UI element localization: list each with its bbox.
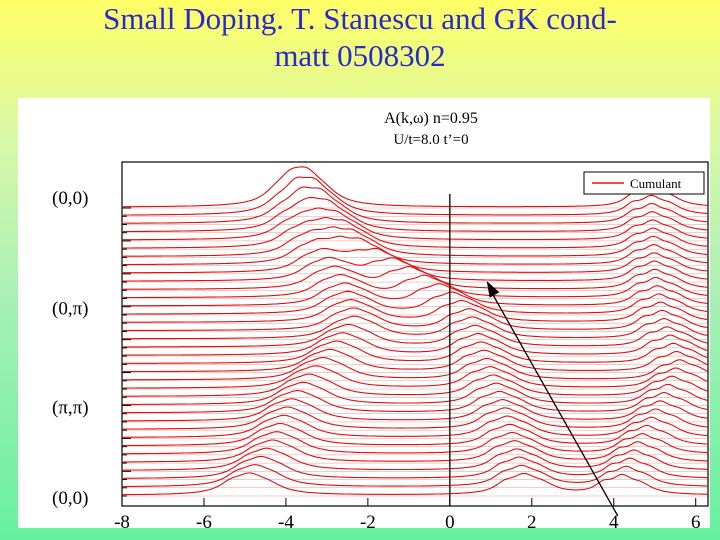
plot-frame	[121, 161, 709, 507]
k-path-label: (π,π)	[52, 397, 89, 418]
spectrum-curve	[122, 447, 708, 471]
spectrum-curve	[121, 307, 709, 332]
spectral-function-chart: A(k,ω) n=0.95 U/t=8.0 t’=0 -8 -6 -4 -2 0 2 4 6 …	[52, 110, 709, 528]
spectrum-curve	[122, 381, 709, 405]
spectrum-curve	[122, 323, 709, 348]
spectrum-curve	[122, 464, 709, 488]
k-path-label: (0,0)	[52, 188, 88, 209]
spectrum-curve	[122, 315, 709, 340]
x-tick-label: -2	[360, 512, 376, 528]
spectrum-curve	[122, 217, 709, 249]
k-path-labels: (0,0) (0,π) (π,π) (0,0)	[52, 188, 89, 509]
spectrum-curve	[122, 431, 709, 455]
arrow-head	[486, 281, 500, 298]
k-path-label: (0,0)	[52, 488, 88, 509]
spectrum-curve	[121, 406, 709, 430]
x-tick-label: -6	[196, 512, 212, 528]
spectrum-curve	[122, 265, 709, 290]
spectrum-curve	[122, 422, 709, 447]
k-path-label: (0,π)	[52, 299, 89, 320]
spectrum-curve	[122, 365, 709, 389]
spectrum-curve	[122, 186, 709, 224]
spectrum-curve	[122, 455, 709, 479]
y-axis-ticks	[122, 207, 131, 497]
spectrum-curve	[122, 196, 709, 233]
legend-entry-cumulant: Cumulant	[630, 176, 682, 191]
spectrum-curve	[122, 282, 709, 307]
spectrum-curve	[121, 226, 709, 257]
spectrum-curve	[122, 176, 709, 216]
spectrum-curve	[122, 373, 709, 397]
x-tick-label: 4	[609, 512, 619, 528]
x-tick-label: 6	[691, 512, 701, 528]
x-tick-label: -4	[278, 512, 294, 528]
spectrum-curve	[122, 414, 709, 438]
slide-title-line-2: matt 0508302	[274, 38, 446, 73]
spectrum-curve	[122, 389, 709, 414]
x-tick-label: 0	[445, 512, 455, 528]
slide-title: Small Doping. T. Stanescu and GK cond- m…	[0, 0, 720, 96]
x-axis-ticks: -8 -6 -4 -2 0 2 4 6	[114, 498, 700, 528]
x-tick-label: -8	[114, 512, 130, 528]
spectrum-curve	[122, 398, 709, 422]
chart-title-line-1: A(k,ω) n=0.95	[384, 110, 478, 127]
spectrum-curve	[122, 340, 709, 364]
legend-box	[583, 171, 705, 195]
spectrum-curve	[122, 348, 709, 373]
annotation-arrow	[486, 281, 619, 517]
spectra-curves	[121, 166, 709, 496]
spectrum-curve	[122, 439, 709, 463]
spectrum-curve	[122, 207, 709, 241]
spectrum-curve	[122, 256, 709, 282]
spectrum-curve	[122, 332, 709, 356]
x-tick-label: 2	[527, 512, 537, 528]
chart-title-line-2: U/t=8.0 t’=0	[393, 132, 468, 148]
spectrum-curve	[122, 235, 709, 266]
spectral-function-figure: A(k,ω) n=0.95 U/t=8.0 t’=0 -8 -6 -4 -2 0 2 4 6 …	[18, 98, 710, 528]
spectrum-curve	[122, 290, 709, 315]
spectrum-curve	[122, 274, 709, 299]
spectrum-curve	[122, 166, 709, 208]
slide-title-line-1: Small Doping. T. Stanescu and GK cond-	[103, 1, 617, 36]
legend: Cumulant	[583, 171, 705, 195]
spectrum-curve	[122, 299, 709, 323]
spectrum-curve	[121, 247, 709, 274]
spectrum-curve	[122, 356, 709, 381]
spectrum-curve	[122, 472, 709, 496]
arrow-shaft	[489, 288, 619, 517]
